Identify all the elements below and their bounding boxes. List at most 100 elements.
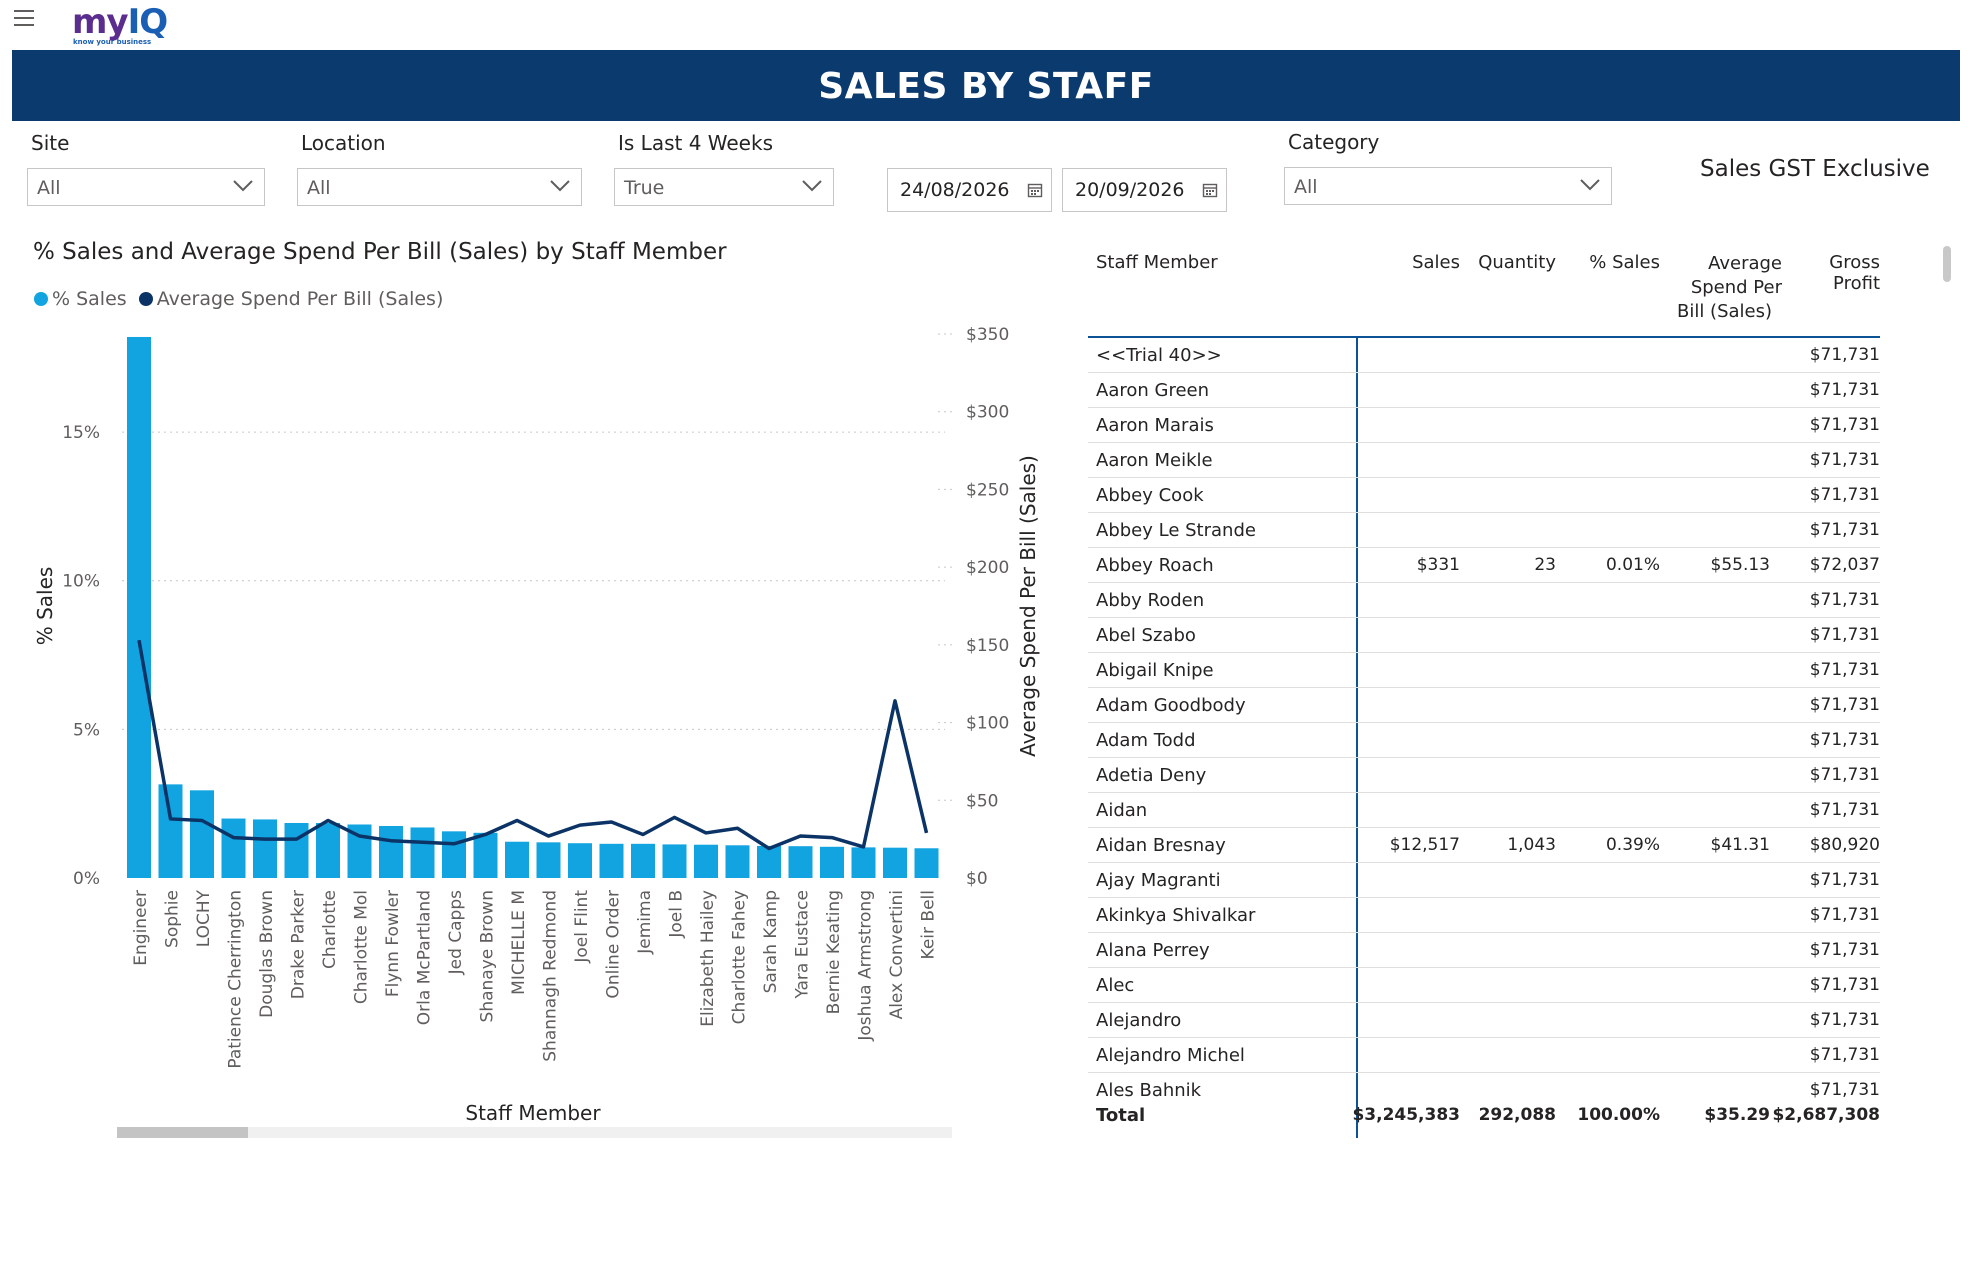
cell-staff-member: Abbey Roach	[1096, 555, 1214, 576]
table-row[interactable]: Alec $71,731	[1088, 968, 1880, 1003]
date-from-input[interactable]: 24/08/2026	[887, 168, 1052, 212]
cell-gross-profit: $71,731	[1809, 1080, 1880, 1100]
bar[interactable]	[631, 843, 655, 878]
x-tick-label: Keir Bell	[919, 890, 939, 959]
table-row[interactable]: Alana Perrey $71,731	[1088, 933, 1880, 968]
bar[interactable]	[221, 818, 246, 878]
col-header-quantity[interactable]: Quantity	[1478, 252, 1556, 273]
total-sales: $3,245,383	[1352, 1105, 1460, 1125]
bar[interactable]	[127, 336, 151, 879]
cell-gross-profit: $71,731	[1809, 870, 1880, 890]
table-row[interactable]: Abbey Le Strande $71,731	[1088, 513, 1880, 548]
chart-scrollbar-thumb[interactable]	[117, 1127, 248, 1138]
table-row[interactable]: Alejandro Michel $71,731	[1088, 1038, 1880, 1073]
table-row[interactable]: Aidan $71,731	[1088, 793, 1880, 828]
staff-table: Staff Member Sales Quantity % Sales Aver…	[1088, 250, 1888, 1140]
header-divider	[1088, 336, 1880, 338]
bar[interactable]	[253, 819, 277, 878]
bar[interactable]	[316, 823, 340, 878]
y2-axis-title: Average Spend Per Bill (Sales)	[1016, 455, 1040, 757]
calendar-icon[interactable]	[1202, 182, 1218, 198]
legend-item-avg-spend[interactable]: Average Spend Per Bill (Sales)	[138, 288, 443, 310]
page-title: SALES BY STAFF	[12, 50, 1960, 121]
bar[interactable]	[284, 823, 309, 878]
table-vertical-scrollbar[interactable]	[1943, 246, 1951, 282]
col-header-staff-member[interactable]: Staff Member	[1096, 252, 1218, 273]
y2-tick-label: $250	[966, 480, 1009, 500]
site-dropdown[interactable]: All	[27, 168, 265, 206]
table-row[interactable]: Abel Szabo $71,731	[1088, 618, 1880, 653]
x-tick-label: Sophie	[163, 890, 183, 948]
bar[interactable]	[410, 827, 435, 878]
x-tick-label: Bernie Keating	[824, 890, 844, 1014]
col-header-avg-spend[interactable]: Average Spend Per Bill (Sales)	[1660, 252, 1782, 324]
bar[interactable]	[725, 845, 750, 878]
location-dropdown[interactable]: All	[297, 168, 582, 206]
x-axis-title: Staff Member	[465, 1101, 601, 1125]
table-row[interactable]: Abbey Cook $71,731	[1088, 478, 1880, 513]
table-row[interactable]: <<Trial 40>> $71,731	[1088, 338, 1880, 373]
total-gross-profit: $2,687,308	[1772, 1105, 1880, 1125]
bar[interactable]	[820, 846, 844, 878]
legend-item-pct-sales[interactable]: % Sales	[34, 288, 127, 310]
bar[interactable]	[914, 848, 939, 878]
table-row[interactable]: Adetia Deny $71,731	[1088, 758, 1880, 793]
bar[interactable]	[757, 845, 781, 878]
col-header-sales[interactable]: Sales	[1412, 252, 1460, 273]
y-tick-label: 0%	[73, 869, 100, 889]
location-value: All	[307, 177, 331, 199]
calendar-icon[interactable]	[1027, 182, 1043, 198]
bar[interactable]	[883, 847, 907, 878]
y-tick-label: 15%	[62, 423, 100, 443]
chevron-down-icon	[1580, 179, 1600, 191]
table-row[interactable]: Akinkya Shivalkar $71,731	[1088, 898, 1880, 933]
bar[interactable]	[190, 790, 214, 878]
bar[interactable]	[536, 842, 561, 878]
cell-staff-member: Aidan Bresnay	[1096, 835, 1226, 856]
column-divider	[1356, 338, 1358, 1138]
bar[interactable]	[442, 831, 466, 878]
cell-staff-member: Abel Szabo	[1096, 625, 1196, 646]
last4weeks-dropdown[interactable]: True	[614, 168, 834, 206]
cell-staff-member: Alec	[1096, 975, 1135, 996]
x-tick-label: Engineer	[131, 890, 151, 966]
table-row[interactable]: Adam Goodbody $71,731	[1088, 688, 1880, 723]
cell-pct-sales: 0.01%	[1605, 555, 1660, 575]
bar[interactable]	[505, 841, 529, 878]
last4weeks-label: Is Last 4 Weeks	[618, 131, 773, 155]
bar[interactable]	[662, 844, 687, 878]
bar[interactable]	[568, 843, 592, 878]
table-row[interactable]: Alejandro $71,731	[1088, 1003, 1880, 1038]
x-tick-label: Shanaye Brown	[478, 890, 498, 1022]
x-tick-label: Sarah Kamp	[761, 890, 781, 993]
date-to-input[interactable]: 20/09/2026	[1062, 168, 1227, 212]
col-header-pct-sales[interactable]: % Sales	[1589, 252, 1660, 273]
x-tick-label: Online Order	[604, 890, 624, 999]
col-header-gross-profit[interactable]: Gross Profit	[1829, 252, 1880, 294]
category-value: All	[1294, 176, 1318, 198]
avg-spend-line	[137, 639, 929, 851]
bar[interactable]	[473, 832, 498, 878]
bar[interactable]	[788, 846, 813, 878]
table-row[interactable]: Adam Todd $71,731	[1088, 723, 1880, 758]
table-row[interactable]: Aaron Marais $71,731	[1088, 408, 1880, 443]
gst-note: Sales GST Exclusive	[1700, 156, 1930, 182]
hamburger-menu-icon[interactable]	[14, 10, 34, 26]
table-row[interactable]: Abigail Knipe $71,731	[1088, 653, 1880, 688]
table-row[interactable]: Aaron Green $71,731	[1088, 373, 1880, 408]
table-row[interactable]: Abby Roden $71,731	[1088, 583, 1880, 618]
bar[interactable]	[599, 843, 624, 878]
bar[interactable]	[851, 847, 876, 878]
bar[interactable]	[379, 825, 403, 878]
table-row[interactable]: Aaron Meikle $71,731	[1088, 443, 1880, 478]
table-row[interactable]: Ales Bahnik $71,731	[1088, 1073, 1880, 1108]
table-row[interactable]: Ajay Magranti $71,731	[1088, 863, 1880, 898]
table-row[interactable]: Abbey Roach $331 23 0.01% $55.13 $72,037	[1088, 548, 1880, 583]
cell-staff-member: Akinkya Shivalkar	[1096, 905, 1256, 926]
bar[interactable]	[158, 784, 183, 878]
cell-gross-profit: $71,731	[1809, 940, 1880, 960]
bar[interactable]	[694, 844, 718, 878]
table-row[interactable]: Aidan Bresnay $12,517 1,043 0.39% $41.31 $80,…	[1088, 828, 1880, 863]
category-dropdown[interactable]: All	[1284, 167, 1612, 205]
y2-tick-label: $0	[966, 869, 988, 889]
